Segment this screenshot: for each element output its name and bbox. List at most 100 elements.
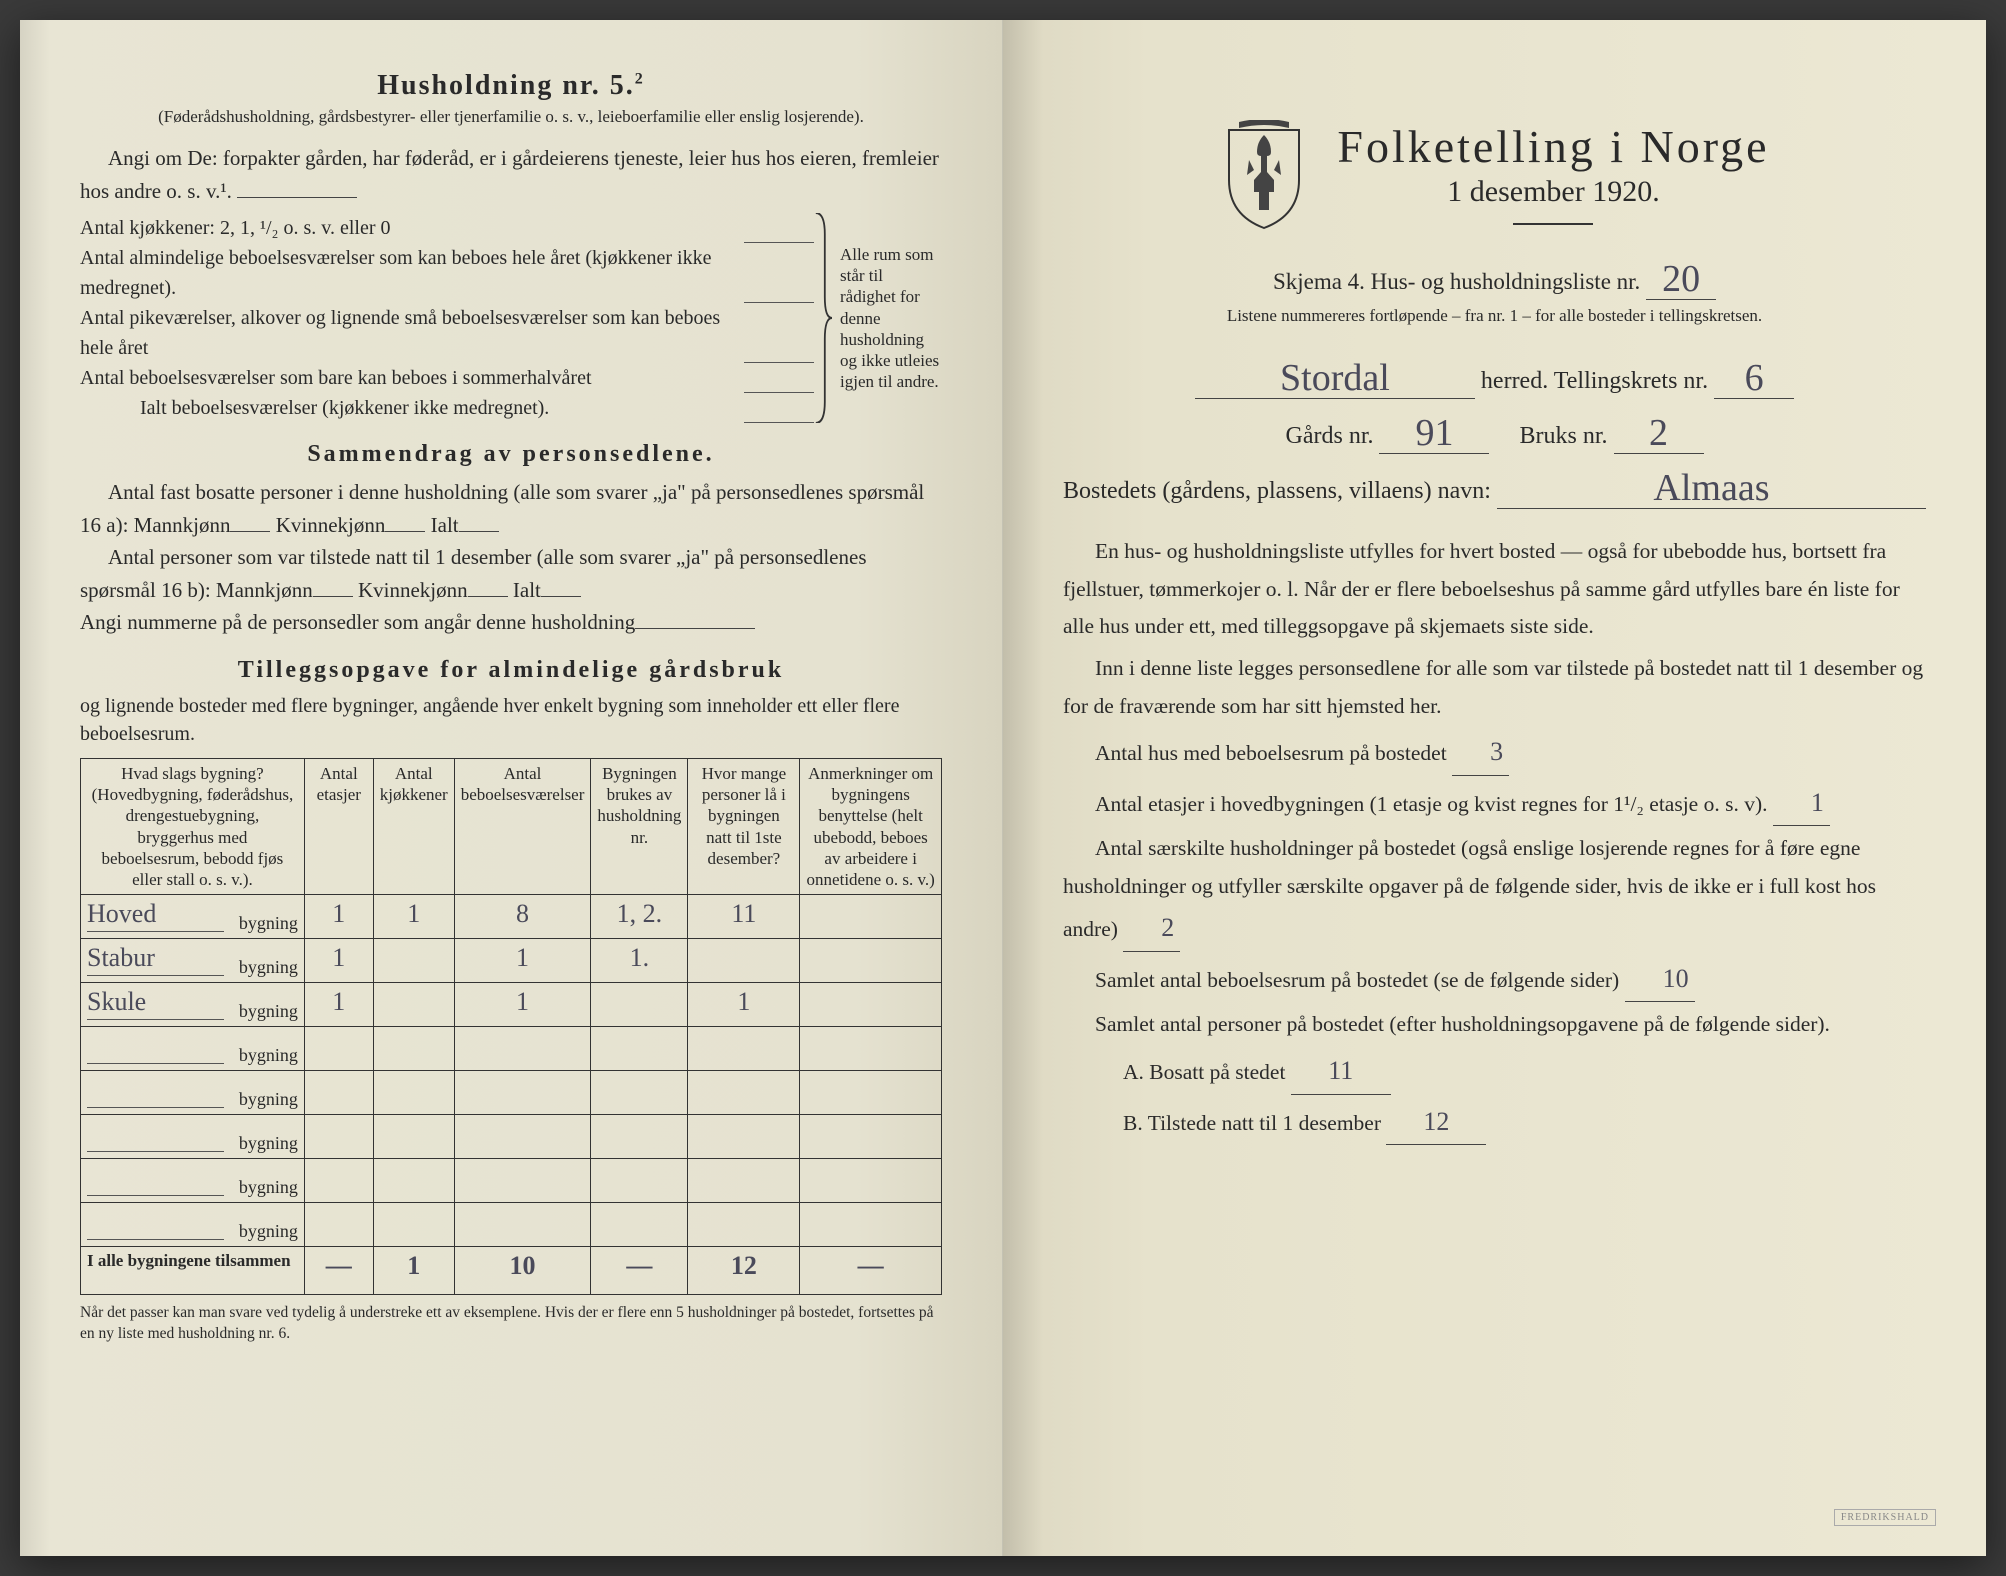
cell-hw: 1	[407, 899, 420, 928]
sum2-ialt	[541, 576, 581, 597]
brace-icon	[814, 213, 832, 423]
total-cell: 12	[688, 1247, 800, 1295]
title-note: (Føderådshusholdning, gårdsbestyrer- ell…	[80, 106, 942, 128]
table-cell: 1	[304, 895, 373, 939]
para1: En hus- og husholdningsliste utfylles fo…	[1063, 533, 1926, 646]
bygning-suffix: bygning	[239, 1001, 298, 1022]
table-cell	[454, 1027, 591, 1071]
table-cell: 11	[688, 895, 800, 939]
cell-hw: 1, 2.	[617, 899, 663, 928]
rooms-0-blank	[744, 243, 814, 303]
rooms-lines: Antal kjøkkener: 2, 1, ¹/₂ o. s. v. elle…	[80, 213, 814, 423]
row-underline	[87, 1107, 224, 1108]
listene-note: Listene nummereres fortløpende – fra nr.…	[1063, 306, 1926, 326]
summary-title: Sammendrag av personsedlene.	[80, 441, 942, 468]
cell-hw: 1.	[630, 943, 650, 972]
table-cell: 1	[454, 983, 591, 1027]
table-cell	[304, 1027, 373, 1071]
q2-lbl: Antal etasjer i hovedbygningen (1 etasje…	[1095, 792, 1768, 816]
bygning-cell: bygning	[81, 1071, 305, 1115]
table-row: bygning	[81, 1071, 942, 1115]
kitchens-blank	[744, 213, 814, 243]
q1: Antal hus med beboelsesrum på bostedet 3	[1063, 729, 1926, 776]
bygning-cell: bygning	[81, 1203, 305, 1247]
sum1-ialt	[459, 511, 499, 532]
table-cell: 1	[688, 983, 800, 1027]
table-cell	[373, 1203, 454, 1247]
row-underline	[87, 1195, 224, 1196]
gard-hw: 91	[1415, 412, 1453, 454]
row-hw: Stabur	[87, 943, 155, 972]
total-hw: 1	[407, 1251, 420, 1280]
table-row: Staburbygning111.	[81, 939, 942, 983]
table-cell	[591, 983, 688, 1027]
row-underline	[87, 975, 224, 976]
table-cell	[591, 1071, 688, 1115]
table-cell	[800, 983, 942, 1027]
total-hw: —	[326, 1251, 352, 1280]
q4: Samlet antal beboelsesrum på bostedet (s…	[1063, 956, 1926, 1003]
table-cell	[304, 1071, 373, 1115]
table-cell	[373, 939, 454, 983]
bygning-suffix: bygning	[239, 1177, 298, 1198]
bosted-row: Bostedets (gårdens, plassens, villaens) …	[1063, 464, 1926, 509]
q5: Samlet antal personer på bostedet (efter…	[1063, 1006, 1926, 1044]
bygning-cell: bygning	[81, 1115, 305, 1159]
bygning-suffix: bygning	[239, 1089, 298, 1110]
table-row: bygning	[81, 1027, 942, 1071]
table-cell: 1	[304, 983, 373, 1027]
summary-line-1: Antal fast bosatte personer i denne hush…	[80, 476, 942, 541]
q4-lbl: Samlet antal beboelsesrum på bostedet (s…	[1095, 968, 1619, 992]
q3: Antal særskilte husholdninger på bostede…	[1063, 830, 1926, 952]
cell-hw: 1	[737, 987, 750, 1016]
bygning-suffix: bygning	[239, 1045, 298, 1066]
summary-line-2: Antal personer som var tilstede natt til…	[80, 541, 942, 606]
table-cell	[304, 1159, 373, 1203]
page-right: Folketelling i Norge 1 desember 1920. Sk…	[1003, 20, 1986, 1556]
bygning-suffix: bygning	[239, 957, 298, 978]
bygning-cell: Hovedbygning	[81, 895, 305, 939]
qa-hw: 11	[1328, 1056, 1353, 1085]
brace-caption: Alle rum som står til rådighet for denne…	[832, 213, 942, 423]
table-cell	[373, 983, 454, 1027]
table-cell	[373, 1159, 454, 1203]
title-sup: 2	[635, 71, 645, 88]
table-cell	[373, 1027, 454, 1071]
sum1-ialt-lbl: Ialt	[431, 513, 459, 537]
table-cell	[591, 1159, 688, 1203]
qa-lbl: A. Bosatt på stedet	[1123, 1060, 1285, 1084]
gard-row: Gårds nr. 91 Bruks nr. 2	[1063, 409, 1926, 454]
bruk-lbl: Bruks nr.	[1519, 423, 1607, 450]
table-row: bygning	[81, 1115, 942, 1159]
angi-num-text: Angi nummerne på de personsedler som ang…	[80, 610, 635, 634]
bygning-suffix: bygning	[239, 1133, 298, 1154]
table-cell: 1	[373, 895, 454, 939]
rooms-1: Antal pikeværelser, alkover og lignende …	[80, 303, 736, 363]
table-cell	[688, 1115, 800, 1159]
table-cell: 1, 2.	[591, 895, 688, 939]
sum1-m	[230, 511, 270, 532]
table-cell: 1	[454, 939, 591, 983]
sum1-kv	[385, 511, 425, 532]
table-cell	[591, 1115, 688, 1159]
bygning-cell: Skule bygning	[81, 983, 305, 1027]
herred-lbl: herred. Tellingskrets nr.	[1481, 368, 1708, 395]
row-hw: Skule	[87, 987, 146, 1016]
th-1: Antal etasjer	[304, 758, 373, 895]
table-row: bygning	[81, 1159, 942, 1203]
page-left: Husholdning nr. 5.2 (Føderådshusholdning…	[20, 20, 1003, 1556]
row-hw: Hoved	[87, 899, 156, 928]
row-underline	[87, 1019, 224, 1020]
angi-num-blank	[635, 608, 755, 629]
table-cell	[688, 939, 800, 983]
table-cell	[800, 1115, 942, 1159]
total-cell: 1	[373, 1247, 454, 1295]
bosted-lbl: Bostedets (gårdens, plassens, villaens) …	[1063, 478, 1491, 505]
table-cell: 1.	[591, 939, 688, 983]
rooms-total-blank	[744, 393, 814, 423]
bygning-cell: bygning	[81, 1159, 305, 1203]
table-head: Hvad slags bygning? (Hovedbygning, føder…	[81, 758, 942, 895]
para2: Inn i denne liste legges personsedlene f…	[1063, 650, 1926, 725]
cell-hw: 1	[516, 943, 529, 972]
th-2: Antal kjøkkener	[373, 758, 454, 895]
